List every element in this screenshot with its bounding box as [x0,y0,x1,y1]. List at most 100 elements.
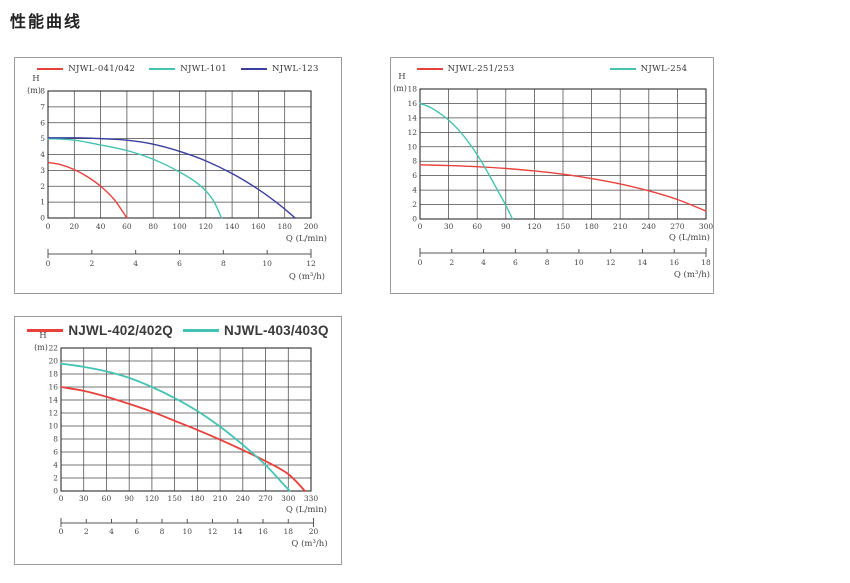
svg-text:120: 120 [199,222,214,231]
grid [419,88,707,220]
svg-text:30: 30 [79,494,89,503]
svg-text:6: 6 [53,448,58,457]
svg-text:120: 120 [145,494,160,503]
legend-label: NJWL-402/402Q [68,323,173,338]
legend-swatch [183,329,219,332]
svg-text:12: 12 [208,527,218,536]
svg-text:14: 14 [48,396,58,405]
svg-text:90: 90 [501,222,511,231]
x2-axis-label: Q (m³/h) [674,269,710,280]
svg-text:4: 4 [412,186,417,195]
svg-text:200: 200 [304,222,319,231]
svg-text:270: 270 [670,222,685,231]
svg-text:6: 6 [412,171,417,180]
legend-label: NJWL-254 [640,64,688,74]
svg-text:210: 210 [613,222,628,231]
secondary-axis-labels: 0 2 4 6 8 10 12 [46,259,316,268]
svg-text:3: 3 [40,166,45,175]
svg-text:18: 18 [701,258,711,267]
svg-text:90: 90 [124,494,134,503]
legend-label: NJWL-101 [180,64,227,74]
svg-text:8: 8 [545,258,550,267]
svg-text:2: 2 [53,474,58,483]
svg-text:120: 120 [527,222,542,231]
secondary-axis [47,249,312,258]
svg-text:12: 12 [306,259,316,268]
svg-text:2: 2 [89,259,94,268]
svg-text:4: 4 [53,461,58,470]
legend-item-njwl-254: NJWL-254 [609,64,688,74]
legend-swatch [609,68,636,70]
legend-label: NJWL-123 [272,64,319,74]
svg-text:0: 0 [59,494,64,503]
svg-text:150: 150 [556,222,571,231]
curve-njwl-251-253 [419,164,707,212]
svg-text:10: 10 [182,527,192,536]
legend-swatch [149,68,176,70]
legend: NJWL-402/402Q NJWL-403/403Q [15,323,341,338]
svg-text:0: 0 [412,215,417,224]
secondary-axis [419,248,707,257]
svg-text:0: 0 [418,258,423,267]
x2-axis-label: Q (m³/h) [291,538,327,549]
svg-text:20: 20 [70,222,80,231]
svg-text:10: 10 [48,422,58,431]
svg-text:180: 180 [584,222,599,231]
svg-text:18: 18 [407,85,417,94]
svg-text:6: 6 [177,259,182,268]
svg-text:8: 8 [221,259,226,268]
svg-text:8: 8 [53,435,58,444]
svg-text:8: 8 [40,87,45,96]
svg-text:180: 180 [190,494,205,503]
axis-tick-labels: 0 2 4 6 8 10 12 14 16 18 20 22 0 30 60 90 120 150 180 210 24… [48,344,318,504]
legend: NJWL-251/253 NJWL-254 [391,64,713,74]
legend-label: NJWL-251/253 [447,64,515,74]
svg-text:4: 4 [40,150,45,159]
legend-swatch [37,68,64,70]
svg-text:1: 1 [40,198,45,207]
svg-text:8: 8 [160,527,165,536]
svg-text:14: 14 [233,527,243,536]
svg-text:16: 16 [669,258,679,267]
legend-swatch [27,329,64,332]
chart-panel-njwl-402-403: NJWL-402/402Q NJWL-403/403Q 0 2 4 6 8 10 12 14 16… [14,316,342,565]
svg-text:0: 0 [59,527,64,536]
x-axis-label: Q (L/min) [286,504,327,515]
x-axis-label: Q (L/min) [669,232,710,243]
svg-text:10: 10 [407,142,417,151]
curve-njwl-123 [47,137,296,219]
legend: NJWL-041/042 NJWL-101 NJWL-123 [15,64,341,74]
svg-text:12: 12 [48,409,58,418]
legend-swatch [416,68,443,70]
svg-text:150: 150 [167,494,182,503]
plot-border [60,347,312,492]
svg-text:2: 2 [449,258,454,267]
plot-border [47,90,312,219]
curve-njwl-101 [47,137,223,219]
x-axis-label: Q (L/min) [286,233,327,244]
svg-text:12: 12 [606,258,616,267]
svg-text:7: 7 [40,102,45,111]
curve-njwl-254 [419,102,514,220]
svg-text:2: 2 [84,527,89,536]
legend-item-njwl-041-042: NJWL-041/042 [37,64,135,74]
legend-item-njwl-402-402q: NJWL-402/402Q [27,323,173,338]
svg-text:160: 160 [251,222,266,231]
page-title: 性能曲线 [10,14,83,31]
legend-item-njwl-403-403q: NJWL-403/403Q [183,323,329,338]
svg-text:330: 330 [304,494,319,503]
svg-text:10: 10 [574,258,584,267]
svg-text:240: 240 [642,222,657,231]
legend-swatch [241,68,267,70]
svg-text:0: 0 [46,259,51,268]
svg-text:4: 4 [481,258,486,267]
svg-text:10: 10 [262,259,272,268]
y-axis-unit: (m) [393,84,407,93]
svg-text:20: 20 [48,357,58,366]
svg-text:0: 0 [418,222,423,231]
y-axis-unit: (m) [34,343,48,352]
